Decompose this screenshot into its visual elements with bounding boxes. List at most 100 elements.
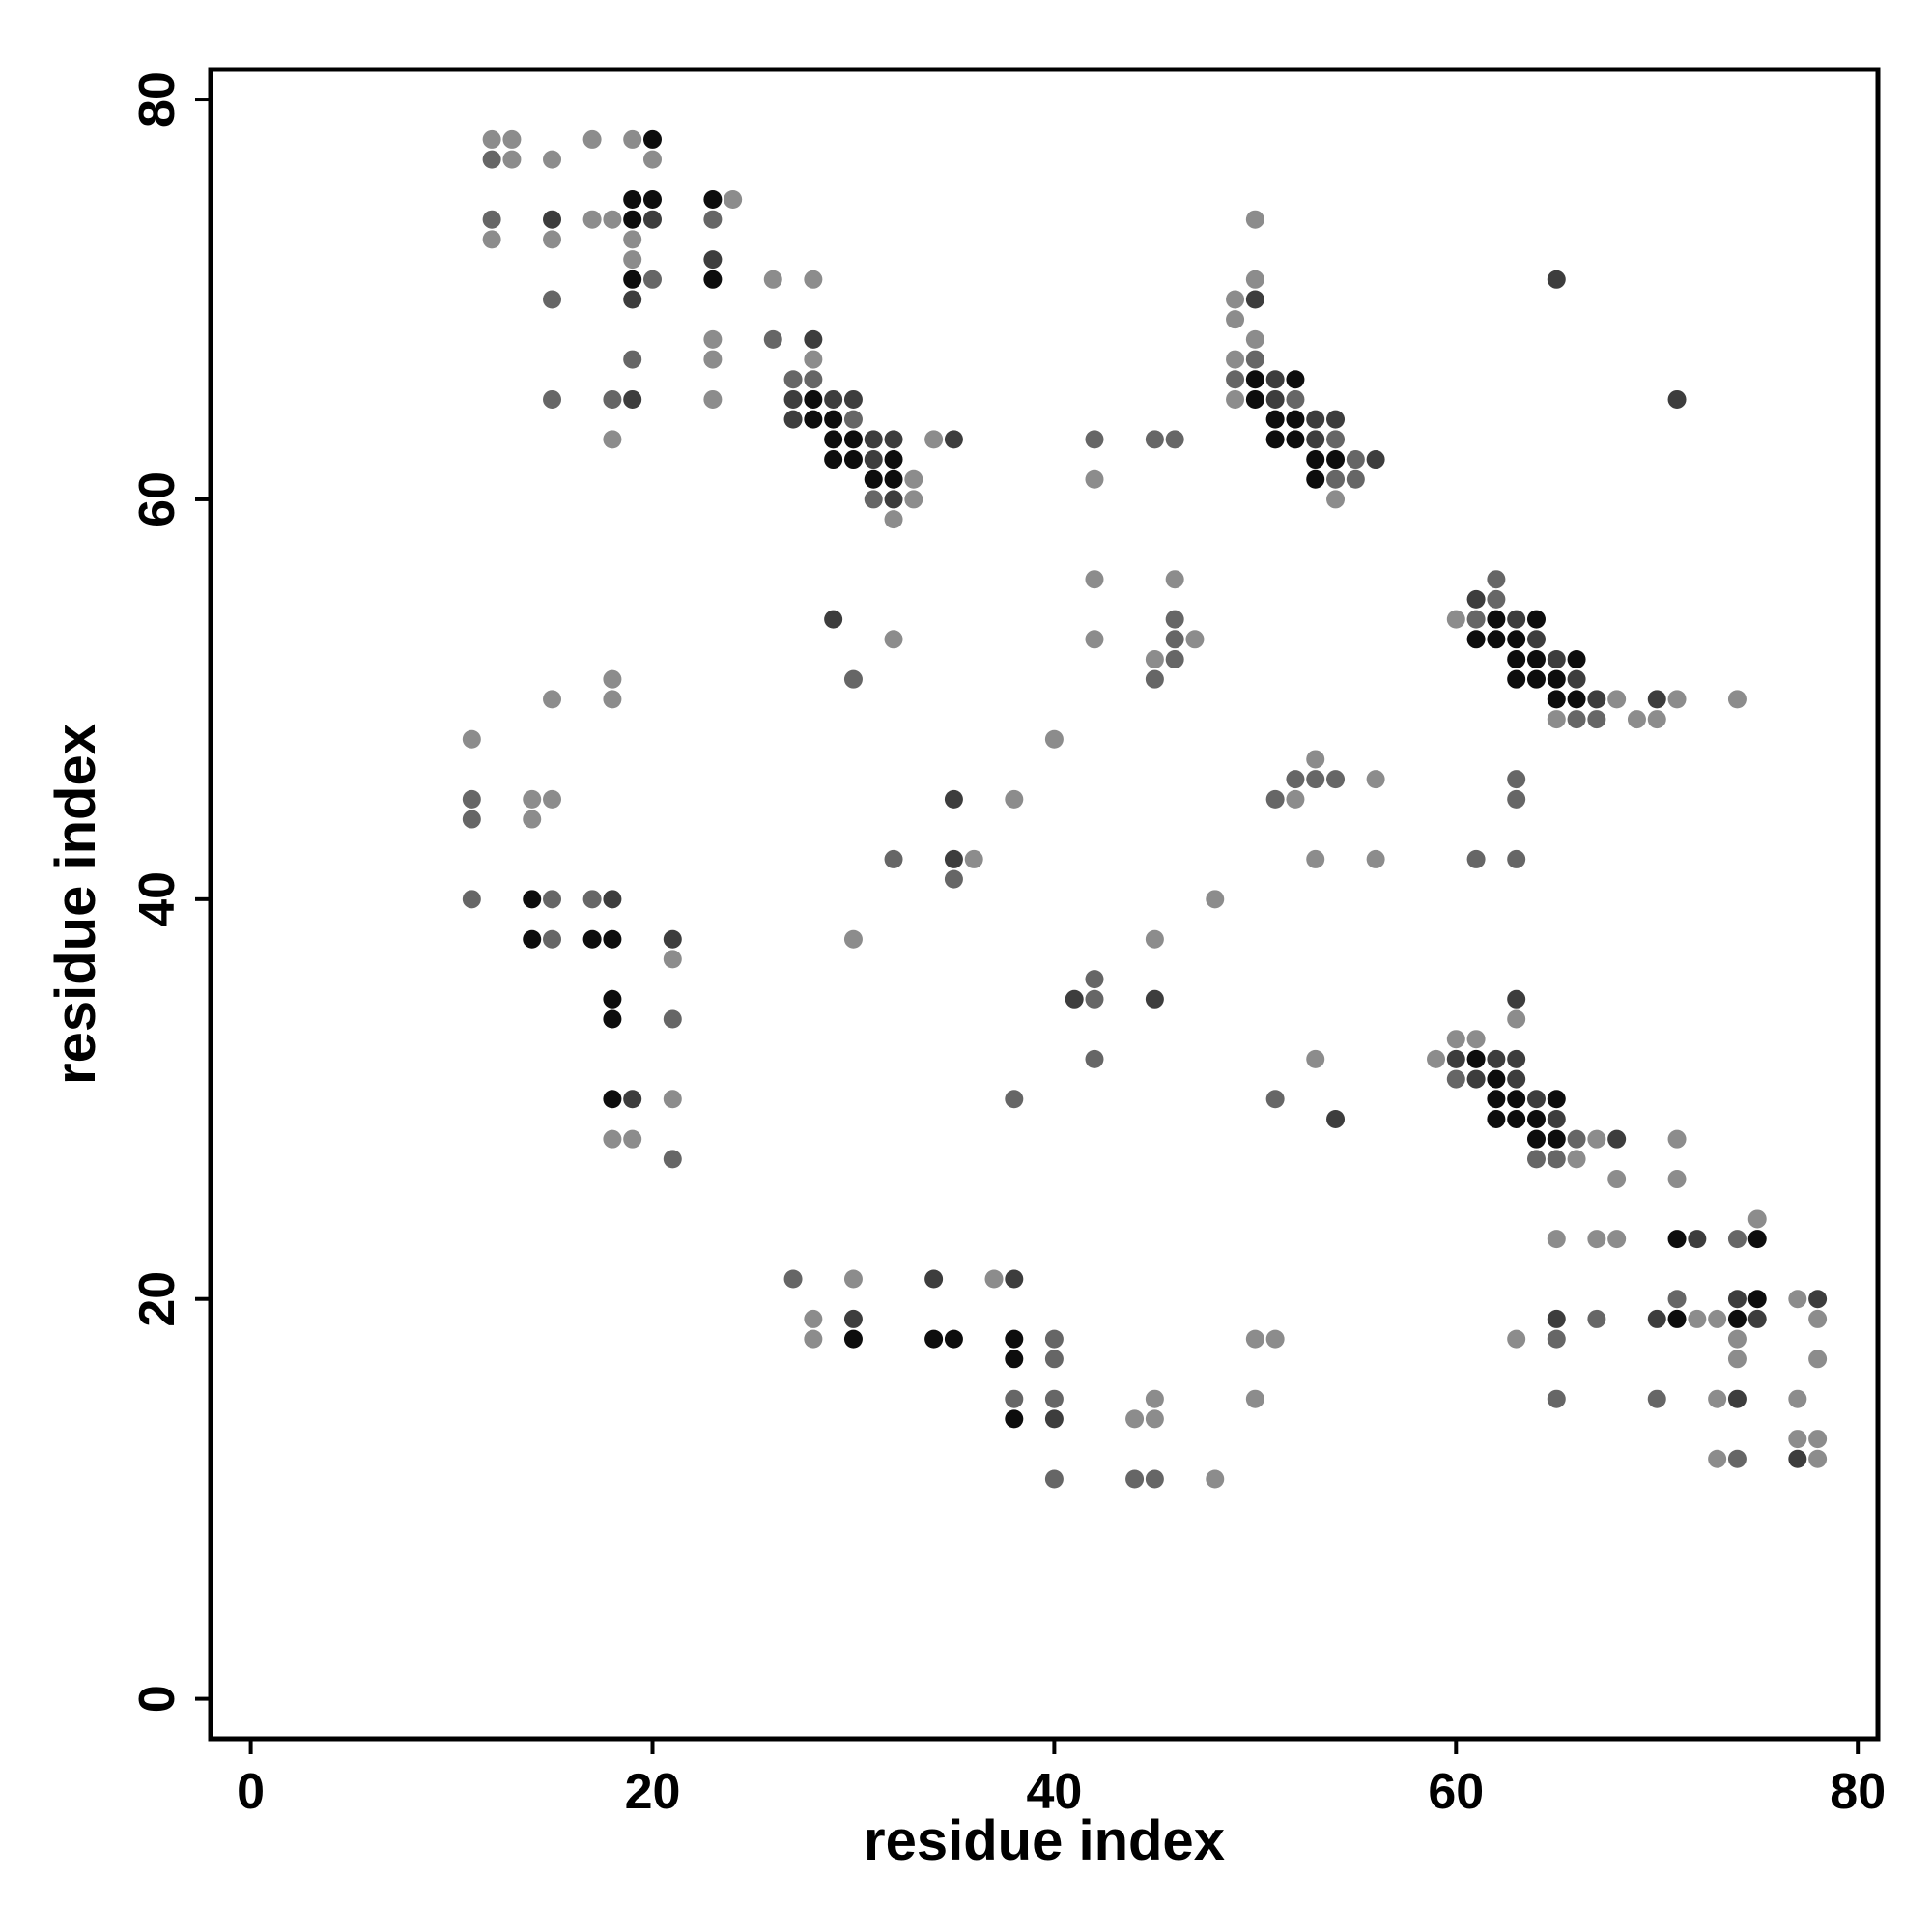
contact-point xyxy=(1808,1430,1828,1449)
contact-point xyxy=(703,210,723,229)
contact-point xyxy=(1145,430,1164,449)
contact-point xyxy=(1366,849,1385,868)
contact-point xyxy=(1747,1209,1767,1229)
contact-point xyxy=(1085,1049,1104,1068)
contact-point xyxy=(1265,410,1285,429)
contact-point xyxy=(1044,1329,1064,1349)
contact-point xyxy=(1366,770,1385,789)
contact-point xyxy=(543,890,562,909)
contact-point xyxy=(603,989,622,1009)
contact-point xyxy=(864,469,883,489)
contact-point xyxy=(1306,849,1325,868)
contact-point xyxy=(1206,1469,1225,1489)
contact-point xyxy=(1466,610,1486,629)
contact-point xyxy=(1487,630,1506,649)
contact-point xyxy=(1607,1230,1627,1249)
contact-point xyxy=(1788,1389,1807,1408)
contact-point xyxy=(603,210,622,229)
contact-point xyxy=(603,669,622,689)
contact-point xyxy=(1145,649,1164,668)
contact-point xyxy=(864,490,883,509)
plot-frame xyxy=(208,67,1881,1742)
contact-point xyxy=(482,230,501,249)
contact-point xyxy=(663,1009,682,1029)
x-tick-label: 80 xyxy=(1830,1764,1886,1820)
contact-point xyxy=(1145,929,1164,949)
contact-point xyxy=(1526,649,1546,668)
contact-point xyxy=(1145,989,1164,1009)
contact-point xyxy=(1547,649,1566,668)
contact-point xyxy=(1507,649,1526,668)
contact-point xyxy=(1567,1129,1586,1149)
contact-point xyxy=(804,329,823,349)
contact-point xyxy=(1788,1430,1807,1449)
contact-point xyxy=(1466,849,1486,868)
contact-point xyxy=(1466,630,1486,649)
contact-point xyxy=(1326,410,1346,429)
contact-point xyxy=(1708,1449,1727,1468)
contact-point xyxy=(1286,410,1305,429)
y-tick-label: 0 xyxy=(129,1685,185,1713)
contact-point xyxy=(1667,1129,1687,1149)
contact-point xyxy=(1245,329,1264,349)
contact-point xyxy=(783,389,803,409)
contact-point xyxy=(843,450,863,469)
contact-point xyxy=(1145,1389,1164,1408)
contact-point xyxy=(824,430,843,449)
x-tick-label: 20 xyxy=(625,1764,681,1820)
contact-point xyxy=(623,129,642,149)
contact-point xyxy=(462,810,481,829)
contact-point xyxy=(1005,1269,1024,1289)
contact-point xyxy=(1727,1329,1747,1349)
contact-point xyxy=(1507,1069,1526,1089)
contact-point xyxy=(1727,1449,1747,1468)
contact-point xyxy=(1627,710,1646,729)
contact-point xyxy=(1547,669,1566,689)
contact-point xyxy=(703,350,723,369)
contact-point xyxy=(482,129,501,149)
contact-point xyxy=(1446,1069,1465,1089)
contact-point xyxy=(623,270,642,289)
contact-point xyxy=(924,430,944,449)
contact-point xyxy=(1446,1030,1465,1049)
contact-point xyxy=(1226,389,1245,409)
contact-point xyxy=(1466,1030,1486,1049)
contact-point xyxy=(623,350,642,369)
contact-point xyxy=(1567,649,1586,668)
contact-point xyxy=(642,129,662,149)
contact-point xyxy=(502,150,522,169)
contact-point xyxy=(603,389,622,409)
contact-point xyxy=(1487,1049,1506,1068)
contact-point xyxy=(1306,1049,1325,1068)
contact-point xyxy=(1245,210,1264,229)
contact-point xyxy=(824,389,843,409)
contact-point xyxy=(843,430,863,449)
contact-point xyxy=(462,789,481,809)
contact-point xyxy=(1667,690,1687,709)
contact-point xyxy=(1245,1329,1264,1349)
contact-point xyxy=(642,210,662,229)
contact-point xyxy=(603,1009,622,1029)
contact-point xyxy=(603,890,622,909)
contact-point xyxy=(1286,770,1305,789)
contact-point xyxy=(1547,1329,1566,1349)
contact-point xyxy=(1487,610,1506,629)
contact-point xyxy=(523,929,542,949)
contact-point xyxy=(884,490,903,509)
contact-point xyxy=(703,389,723,409)
contact-point xyxy=(1667,389,1687,409)
contact-point xyxy=(582,929,602,949)
contact-point xyxy=(623,290,642,309)
contact-point xyxy=(1326,770,1346,789)
contact-point xyxy=(824,610,843,629)
contact-point xyxy=(1005,1090,1024,1109)
contact-point xyxy=(1487,1090,1506,1109)
contact-point xyxy=(603,1129,622,1149)
contact-point xyxy=(1466,589,1486,609)
contact-point xyxy=(482,210,501,229)
contact-point xyxy=(1085,970,1104,989)
contact-point xyxy=(1446,1049,1465,1068)
contact-point xyxy=(1226,350,1245,369)
contact-point xyxy=(582,210,602,229)
contact-point xyxy=(703,329,723,349)
